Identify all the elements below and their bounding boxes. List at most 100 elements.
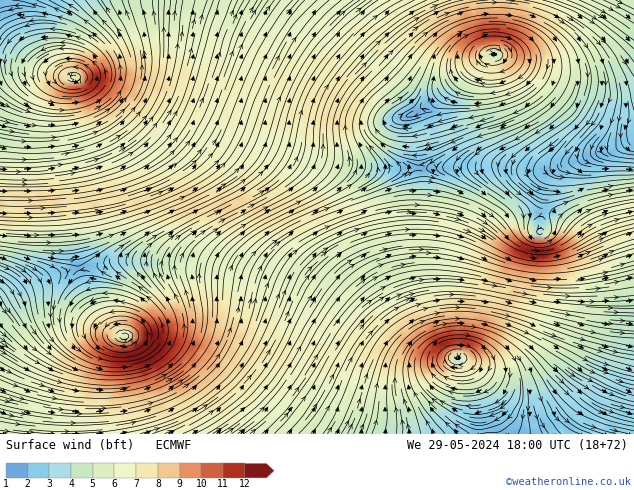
FancyArrowPatch shape [611,119,614,123]
FancyArrowPatch shape [277,97,281,101]
FancyArrowPatch shape [425,142,430,146]
FancyArrowPatch shape [455,424,460,428]
FancyArrowPatch shape [489,413,495,416]
FancyArrowPatch shape [501,401,506,404]
FancyArrowPatch shape [508,415,512,418]
FancyArrowPatch shape [140,65,144,69]
FancyArrowPatch shape [604,362,609,366]
FancyArrowPatch shape [469,115,474,119]
FancyArrowPatch shape [217,428,221,432]
FancyArrowPatch shape [393,378,397,382]
FancyArrowPatch shape [423,307,428,311]
FancyArrowPatch shape [2,350,6,354]
FancyArrowPatch shape [213,229,217,233]
FancyArrowPatch shape [527,189,531,193]
FancyArrowPatch shape [103,291,107,295]
FancyArrowPatch shape [456,317,460,320]
FancyArrowPatch shape [586,121,590,124]
FancyArrowPatch shape [314,355,318,359]
FancyArrowPatch shape [609,193,613,197]
FancyArrowPatch shape [552,333,557,337]
FancyArrowPatch shape [172,11,176,15]
FancyArrowPatch shape [191,20,195,24]
Text: Surface wind (bft)   ECMWF: Surface wind (bft) ECMWF [6,439,191,452]
FancyArrowPatch shape [266,6,270,10]
FancyArrowPatch shape [95,209,100,213]
FancyArrowPatch shape [627,119,631,123]
FancyArrowPatch shape [325,85,328,89]
FancyArrowPatch shape [620,318,624,322]
FancyArrowPatch shape [22,139,26,143]
FancyArrowPatch shape [489,213,493,217]
Bar [223,464,245,478]
FancyArrowPatch shape [96,106,101,110]
FancyArrowPatch shape [228,328,231,332]
FancyArrowPatch shape [162,27,165,31]
FancyArrowPatch shape [70,258,75,262]
FancyArrowPatch shape [221,184,226,188]
FancyArrowPatch shape [81,268,85,271]
FancyArrowPatch shape [604,146,608,149]
FancyArrowPatch shape [295,388,299,392]
FancyArrowPatch shape [60,41,65,45]
FancyArrowPatch shape [2,332,6,337]
FancyArrowPatch shape [29,216,33,220]
FancyArrowPatch shape [560,175,565,179]
FancyArrowPatch shape [77,79,81,83]
FancyArrowPatch shape [350,265,354,268]
FancyArrowPatch shape [427,251,431,255]
FancyArrowPatch shape [82,334,86,339]
FancyArrowPatch shape [159,273,163,278]
Bar [27,464,49,478]
FancyArrowPatch shape [429,179,433,183]
FancyArrowPatch shape [457,353,461,357]
FancyArrowPatch shape [59,46,64,50]
FancyArrowPatch shape [29,19,34,22]
FancyArrowPatch shape [169,236,174,240]
FancyArrowPatch shape [539,213,543,217]
FancyArrowPatch shape [508,373,512,377]
FancyArrowPatch shape [613,428,618,432]
FancyArrowPatch shape [590,145,594,149]
FancyArrowPatch shape [619,133,623,137]
FancyArrowPatch shape [549,142,553,146]
FancyArrowPatch shape [478,78,483,81]
FancyArrowPatch shape [604,81,607,85]
FancyArrowPatch shape [8,39,11,43]
FancyArrowPatch shape [122,339,127,343]
FancyArrowPatch shape [30,75,34,80]
FancyArrowPatch shape [93,131,98,135]
FancyArrowPatch shape [601,38,605,43]
FancyArrowPatch shape [437,119,443,122]
FancyArrowPatch shape [592,15,596,19]
FancyArrowPatch shape [451,139,455,143]
FancyArrowPatch shape [472,325,476,328]
FancyArrowPatch shape [458,166,462,170]
FancyArrowPatch shape [9,397,14,401]
FancyArrowPatch shape [75,36,81,40]
FancyArrowPatch shape [53,79,56,83]
FancyArrowPatch shape [235,169,239,172]
FancyArrowPatch shape [263,207,268,211]
FancyArrowPatch shape [394,408,398,412]
FancyArrowPatch shape [480,82,485,86]
FancyArrowPatch shape [563,201,568,205]
FancyArrowPatch shape [501,122,507,125]
FancyArrowPatch shape [613,349,618,353]
Text: 8: 8 [155,479,161,490]
FancyArrowPatch shape [116,135,120,139]
FancyArrowPatch shape [184,384,189,388]
FancyArrowPatch shape [43,72,47,75]
FancyArrowPatch shape [209,411,213,415]
FancyArrowPatch shape [322,252,327,256]
FancyArrowPatch shape [143,116,146,121]
FancyArrowPatch shape [620,405,625,409]
FancyArrowPatch shape [301,397,305,401]
FancyArrowPatch shape [566,313,571,316]
FancyArrowPatch shape [275,242,280,245]
Bar [114,464,136,478]
Text: ©weatheronline.co.uk: ©weatheronline.co.uk [506,477,631,487]
Text: 12: 12 [239,479,250,490]
FancyArrowPatch shape [77,412,82,416]
FancyArrowPatch shape [592,425,596,428]
